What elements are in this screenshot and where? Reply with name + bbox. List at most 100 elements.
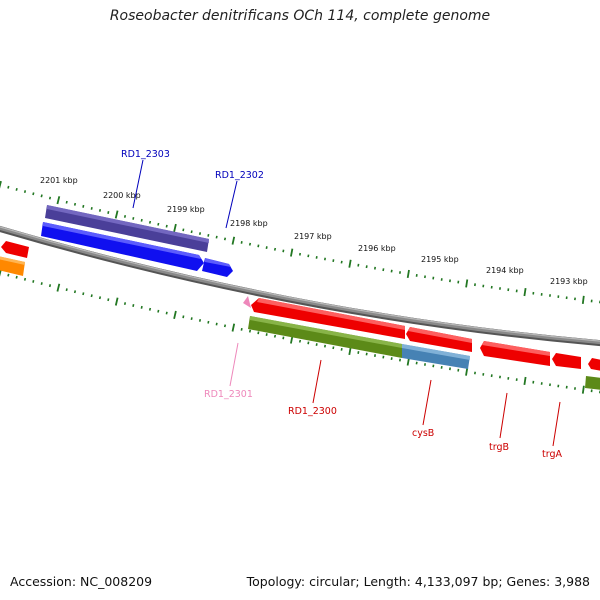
gene-rd1-2301[interactable]: [243, 296, 251, 308]
ruler-minor-tick: [7, 185, 10, 189]
ruler-minor-tick: [248, 242, 252, 246]
ruler-label: 2200 kbp: [103, 191, 141, 200]
ruler-major-tick: [231, 323, 236, 332]
ruler-minor-tick: [432, 364, 435, 368]
ruler-minor-tick: [73, 202, 77, 206]
ruler-minor-tick: [132, 217, 135, 220]
ruler-minor-tick: [298, 339, 302, 343]
ruler-minor-tick: [240, 327, 243, 331]
ruler-minor-tick: [132, 304, 135, 307]
ruler-minor-tick: [15, 275, 18, 279]
ruler-minor-tick: [273, 334, 277, 338]
ruler-minor-tick: [148, 307, 152, 311]
ruler-minor-tick: [215, 322, 218, 326]
ruler-minor-tick: [48, 284, 52, 288]
ruler-label: 2201 kbp: [40, 176, 78, 185]
ruler-minor-tick: [90, 294, 93, 298]
ruler-minor-tick: [332, 346, 335, 350]
ruler-minor-tick: [207, 233, 210, 237]
gene-rd1-2302[interactable]: [202, 258, 233, 277]
ruler-major-tick: [523, 376, 527, 386]
ruler-minor-tick: [90, 207, 93, 210]
ruler-minor-tick: [382, 268, 385, 272]
ruler-major-tick: [290, 248, 294, 257]
ruler-minor-tick: [182, 228, 185, 232]
ruler-minor-tick: [390, 357, 393, 361]
ruler-minor-tick: [107, 211, 110, 214]
ruler-minor-tick: [23, 190, 27, 193]
ruler-minor-tick: [32, 192, 35, 196]
ruler-minor-tick: [65, 200, 68, 204]
ruler-major-tick: [406, 269, 410, 279]
gene-rd1-2303[interactable]: [41, 222, 204, 271]
ruler-minor-tick: [340, 347, 343, 351]
ruler-label: 2199 kbp: [167, 205, 205, 214]
ruler-minor-tick: [257, 244, 260, 248]
ruler-minor-tick: [332, 259, 335, 263]
ruler-minor-tick: [182, 315, 185, 319]
feature-left-orange[interactable]: [0, 256, 25, 276]
ruler-minor-tick: [265, 246, 268, 250]
ruler-minor-tick: [82, 204, 85, 208]
gene-label-rd1-2302: RD1_2302: [215, 170, 264, 181]
ruler-minor-tick: [40, 194, 43, 198]
ruler-minor-tick: [282, 336, 285, 340]
ruler-minor-tick: [123, 302, 127, 305]
ruler-minor-tick: [40, 282, 43, 285]
ruler-labels: 2201 kbp 2200 kbp 2199 kbp 2198 kbp 2197…: [40, 176, 588, 286]
ruler-minor-tick: [223, 324, 227, 328]
ruler-major-tick: [523, 287, 527, 297]
gene-trgb[interactable]: [480, 341, 550, 366]
gene-label-rd1-2303: RD1_2303: [121, 149, 170, 160]
gene-label-rd1-2300: RD1_2300: [288, 406, 337, 417]
ruler-minor-tick: [273, 247, 277, 251]
ruler-minor-tick: [198, 232, 202, 235]
ruler-minor-tick: [190, 230, 193, 234]
purple-feature-2303[interactable]: [45, 205, 209, 252]
ruler-minor-tick: [23, 277, 27, 281]
steel-feature[interactable]: [402, 344, 470, 369]
ruler-minor-tick: [123, 215, 127, 218]
ruler-minor-tick: [248, 329, 252, 333]
green-feature-right[interactable]: [585, 376, 600, 390]
ruler-minor-tick: [282, 249, 285, 253]
ruler-minor-tick: [73, 290, 77, 294]
ruler-minor-tick: [65, 288, 68, 292]
ruler-minor-tick: [240, 241, 243, 244]
gene-label-trga: trgA: [542, 449, 562, 460]
ruler-minor-tick: [215, 235, 218, 239]
gene-trga[interactable]: [552, 353, 581, 369]
accession-text: Accession: NC_008209: [10, 574, 153, 589]
gene-rd1-2300[interactable]: [251, 298, 405, 339]
ruler-minor-tick: [340, 260, 343, 264]
gene-cysb[interactable]: [406, 327, 472, 352]
outer-ruler: [0, 180, 600, 305]
ruler-minor-tick: [107, 298, 110, 302]
ruler-label: 2193 kbp: [550, 277, 588, 286]
ruler-major-tick: [114, 210, 119, 219]
gene-label-cysb: cysB: [412, 428, 434, 439]
ruler-minor-tick: [307, 341, 310, 345]
green-feature[interactable]: [248, 316, 402, 358]
genome-backbone: [0, 225, 600, 347]
ruler-major-tick: [173, 223, 177, 233]
ruler-minor-tick: [307, 254, 310, 258]
ruler-minor-tick: [98, 296, 102, 300]
ruler-label: 2196 kbp: [358, 244, 396, 253]
ruler-major-tick: [465, 367, 469, 376]
gene-left-red[interactable]: [1, 241, 29, 258]
ruler-minor-tick: [165, 224, 168, 228]
map-title: Roseobacter denitrificans OCh 114, compl…: [109, 8, 491, 24]
ruler-minor-tick: [390, 269, 393, 273]
ruler-minor-tick: [198, 319, 202, 322]
ruler-minor-tick: [15, 187, 18, 191]
ruler-major-tick: [0, 180, 2, 189]
gene-right-red[interactable]: [588, 358, 600, 371]
ruler-major-tick: [581, 295, 585, 305]
ruler-label: 2197 kbp: [294, 232, 332, 241]
ruler-minor-tick: [32, 280, 35, 283]
ruler-minor-tick: [140, 305, 143, 309]
ruler-minor-tick: [140, 218, 143, 222]
